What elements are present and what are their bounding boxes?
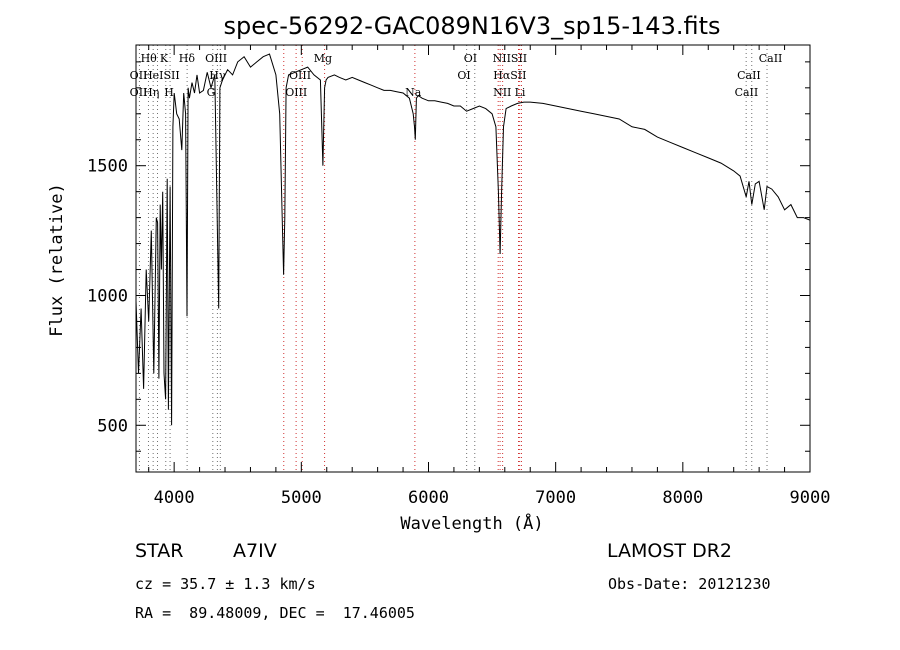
y-tick-label: 1500 xyxy=(87,157,128,177)
line-label-heisii: HeISII xyxy=(143,69,180,82)
x-tick-label: 7000 xyxy=(535,488,576,508)
chart-title: spec-56292-GAC089N16V3_sp15-143.fits xyxy=(224,12,721,40)
line-label-hη: Hη xyxy=(143,86,159,99)
x-tick-label: 8000 xyxy=(662,488,703,508)
line-label-hγ: Hγ xyxy=(209,69,226,82)
line-label-mg: Mg xyxy=(314,52,332,65)
line-label-caii: CaII xyxy=(737,69,761,82)
x-tick-label: 6000 xyxy=(408,488,449,508)
obs-date-label: Obs-Date: 20121230 xyxy=(608,575,771,593)
object-class: STAR xyxy=(135,540,184,562)
line-label-g: G xyxy=(207,86,216,99)
redshift-label: cz = 35.7 ± 1.3 km/s xyxy=(135,575,316,593)
line-label-oii: OII xyxy=(130,69,148,82)
axis-ticks: 4000 5000 6000 7000 8000 9000 500 1000 1500 xyxy=(87,45,830,508)
line-label-oiii: OIII xyxy=(285,86,307,99)
coordinates-label: RA = 89.48009, DEC = 17.46005 xyxy=(135,604,415,622)
line-label-h: H xyxy=(164,86,174,99)
line-label-oi: OI xyxy=(457,69,470,82)
line-label-hθ: Hθ xyxy=(141,52,158,65)
spectral-line-markers xyxy=(138,45,768,472)
line-label-oi: OI xyxy=(464,52,477,65)
x-tick-label: 5000 xyxy=(281,488,322,508)
line-label-caii: CaII xyxy=(735,86,759,99)
x-tick-label: 9000 xyxy=(790,488,831,508)
line-label-oiii: OIII xyxy=(289,69,311,82)
line-label-oiii: OIII xyxy=(205,52,227,65)
x-axis-label: Wavelength (Å) xyxy=(400,512,543,534)
object-subclass: A7IV xyxy=(233,540,277,562)
line-label-hδ: Hδ xyxy=(179,52,196,65)
plot-frame xyxy=(135,44,811,473)
line-label-oii: OII xyxy=(130,86,148,99)
line-label-hαsii: HαSII xyxy=(493,69,526,82)
spectrum-line xyxy=(135,53,811,426)
survey-label: LAMOST DR2 xyxy=(607,540,732,562)
line-label-caii: CaII xyxy=(759,52,783,65)
y-tick-label: 1000 xyxy=(87,286,128,306)
line-label-niisii: NIISII xyxy=(493,52,528,65)
y-tick-label: 500 xyxy=(97,416,128,436)
x-tick-label: 4000 xyxy=(154,488,195,508)
line-label-k: K xyxy=(160,52,169,65)
line-label-nii: NII xyxy=(493,86,511,99)
y-axis-label: Flux (relative) xyxy=(47,183,67,337)
line-label-li: Li xyxy=(515,86,526,99)
